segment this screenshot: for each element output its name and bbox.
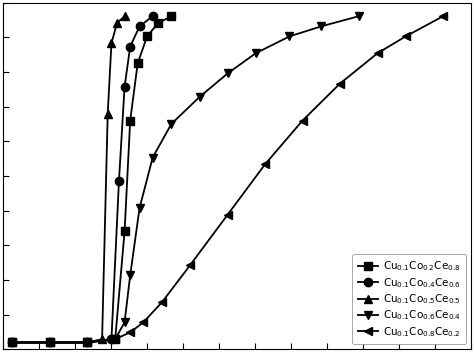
Line: Cu$_{0.1}$Co$_{0.2}$Ce$_{0.8}$: Cu$_{0.1}$Co$_{0.2}$Ce$_{0.8}$: [8, 12, 175, 347]
Cu$_{0.1}$Co$_{0.2}$Ce$_{0.8}$: [155, 21, 161, 25]
Cu$_{0.1}$Co$_{0.4}$Ce$_{0.6}$: [122, 85, 128, 89]
Cu$_{0.1}$Co$_{0.2}$Ce$_{0.8}$: [128, 118, 133, 122]
Cu$_{0.1}$Co$_{0.8}$Ce$_{0.2}$: [84, 340, 90, 345]
Cu$_{0.1}$Co$_{0.2}$Ce$_{0.8}$: [122, 230, 128, 234]
Cu$_{0.1}$Co$_{0.2}$Ce$_{0.8}$: [135, 61, 140, 65]
Cu$_{0.1}$Co$_{0.6}$Ce$_{0.4}$: [128, 273, 133, 277]
Cu$_{0.1}$Co$_{0.4}$Ce$_{0.6}$: [116, 179, 122, 183]
Cu$_{0.1}$Co$_{0.5}$Ce$_{0.5}$: [99, 337, 105, 341]
Cu$_{0.1}$Co$_{0.8}$Ce$_{0.2}$: [374, 51, 380, 55]
Cu$_{0.1}$Co$_{0.6}$Ce$_{0.4}$: [197, 95, 202, 99]
Cu$_{0.1}$Co$_{0.4}$Ce$_{0.6}$: [137, 24, 142, 29]
Cu$_{0.1}$Co$_{0.2}$Ce$_{0.8}$: [9, 340, 15, 345]
Cu$_{0.1}$Co$_{0.4}$Ce$_{0.6}$: [9, 340, 15, 345]
Cu$_{0.1}$Co$_{0.4}$Ce$_{0.6}$: [109, 337, 114, 341]
Cu$_{0.1}$Co$_{0.2}$Ce$_{0.8}$: [112, 337, 118, 341]
Cu$_{0.1}$Co$_{0.6}$Ce$_{0.4}$: [150, 155, 155, 159]
Line: Cu$_{0.1}$Co$_{0.4}$Ce$_{0.6}$: Cu$_{0.1}$Co$_{0.4}$Ce$_{0.6}$: [8, 12, 157, 347]
Cu$_{0.1}$Co$_{0.5}$Ce$_{0.5}$: [109, 41, 114, 45]
Cu$_{0.1}$Co$_{0.8}$Ce$_{0.2}$: [112, 337, 118, 341]
Line: Cu$_{0.1}$Co$_{0.8}$Ce$_{0.2}$: Cu$_{0.1}$Co$_{0.8}$Ce$_{0.2}$: [8, 12, 447, 347]
Cu$_{0.1}$Co$_{0.5}$Ce$_{0.5}$: [47, 340, 53, 345]
Cu$_{0.1}$Co$_{0.5}$Ce$_{0.5}$: [105, 112, 110, 116]
Legend: Cu$_{0.1}$Co$_{0.2}$Ce$_{0.8}$, Cu$_{0.1}$Co$_{0.4}$Ce$_{0.6}$, Cu$_{0.1}$Co$_{0: Cu$_{0.1}$Co$_{0.2}$Ce$_{0.8}$, Cu$_{0.1…: [353, 254, 466, 344]
Cu$_{0.1}$Co$_{0.6}$Ce$_{0.4}$: [112, 337, 118, 341]
Cu$_{0.1}$Co$_{0.4}$Ce$_{0.6}$: [150, 14, 155, 18]
Cu$_{0.1}$Co$_{0.6}$Ce$_{0.4}$: [253, 51, 259, 55]
Cu$_{0.1}$Co$_{0.5}$Ce$_{0.5}$: [114, 21, 120, 25]
Cu$_{0.1}$Co$_{0.6}$Ce$_{0.4}$: [169, 122, 174, 126]
Cu$_{0.1}$Co$_{0.8}$Ce$_{0.2}$: [225, 213, 230, 217]
Cu$_{0.1}$Co$_{0.4}$Ce$_{0.6}$: [128, 44, 133, 49]
Cu$_{0.1}$Co$_{0.6}$Ce$_{0.4}$: [122, 320, 128, 325]
Cu$_{0.1}$Co$_{0.8}$Ce$_{0.2}$: [159, 300, 165, 304]
Cu$_{0.1}$Co$_{0.8}$Ce$_{0.2}$: [140, 320, 146, 325]
Cu$_{0.1}$Co$_{0.8}$Ce$_{0.2}$: [262, 162, 268, 166]
Cu$_{0.1}$Co$_{0.6}$Ce$_{0.4}$: [356, 14, 362, 18]
Cu$_{0.1}$Co$_{0.8}$Ce$_{0.2}$: [440, 14, 446, 18]
Line: Cu$_{0.1}$Co$_{0.5}$Ce$_{0.5}$: Cu$_{0.1}$Co$_{0.5}$Ce$_{0.5}$: [8, 12, 129, 347]
Cu$_{0.1}$Co$_{0.6}$Ce$_{0.4}$: [84, 340, 90, 345]
Cu$_{0.1}$Co$_{0.6}$Ce$_{0.4}$: [47, 340, 53, 345]
Cu$_{0.1}$Co$_{0.5}$Ce$_{0.5}$: [9, 340, 15, 345]
Cu$_{0.1}$Co$_{0.6}$Ce$_{0.4}$: [287, 34, 292, 38]
Cu$_{0.1}$Co$_{0.8}$Ce$_{0.2}$: [187, 263, 193, 267]
Cu$_{0.1}$Co$_{0.6}$Ce$_{0.4}$: [9, 340, 15, 345]
Cu$_{0.1}$Co$_{0.8}$Ce$_{0.2}$: [9, 340, 15, 345]
Cu$_{0.1}$Co$_{0.8}$Ce$_{0.2}$: [47, 340, 53, 345]
Cu$_{0.1}$Co$_{0.4}$Ce$_{0.6}$: [47, 340, 53, 345]
Cu$_{0.1}$Co$_{0.5}$Ce$_{0.5}$: [84, 340, 90, 345]
Cu$_{0.1}$Co$_{0.8}$Ce$_{0.2}$: [300, 118, 305, 122]
Cu$_{0.1}$Co$_{0.2}$Ce$_{0.8}$: [47, 340, 53, 345]
Cu$_{0.1}$Co$_{0.5}$Ce$_{0.5}$: [122, 14, 128, 18]
Cu$_{0.1}$Co$_{0.8}$Ce$_{0.2}$: [403, 34, 409, 38]
Cu$_{0.1}$Co$_{0.4}$Ce$_{0.6}$: [84, 340, 90, 345]
Line: Cu$_{0.1}$Co$_{0.6}$Ce$_{0.4}$: Cu$_{0.1}$Co$_{0.6}$Ce$_{0.4}$: [8, 12, 363, 347]
Cu$_{0.1}$Co$_{0.2}$Ce$_{0.8}$: [169, 14, 174, 18]
Cu$_{0.1}$Co$_{0.6}$Ce$_{0.4}$: [137, 206, 142, 210]
Cu$_{0.1}$Co$_{0.8}$Ce$_{0.2}$: [337, 81, 343, 86]
Cu$_{0.1}$Co$_{0.2}$Ce$_{0.8}$: [84, 340, 90, 345]
Cu$_{0.1}$Co$_{0.6}$Ce$_{0.4}$: [225, 71, 230, 76]
Cu$_{0.1}$Co$_{0.8}$Ce$_{0.2}$: [128, 330, 133, 334]
Cu$_{0.1}$Co$_{0.2}$Ce$_{0.8}$: [144, 34, 150, 38]
Cu$_{0.1}$Co$_{0.6}$Ce$_{0.4}$: [319, 24, 324, 29]
